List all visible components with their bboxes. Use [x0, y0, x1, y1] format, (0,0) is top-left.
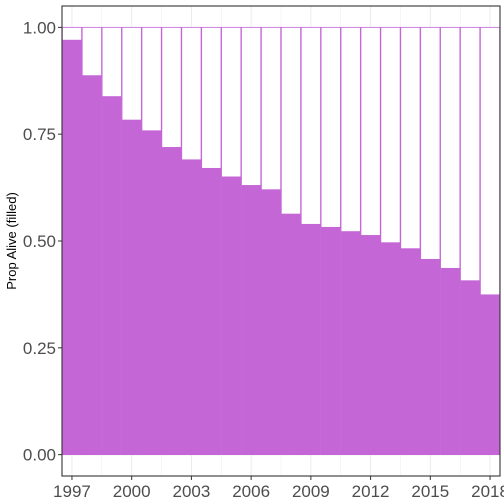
bar-unfilled	[280, 26, 302, 215]
bar-unfilled	[460, 26, 481, 282]
bar-unfilled	[201, 26, 222, 169]
bar-filled	[181, 159, 202, 456]
y-tick-label: 0.25	[23, 339, 56, 358]
bar-unfilled	[101, 26, 122, 97]
x-tick-label: 2003	[172, 482, 210, 501]
bar-unfilled	[420, 26, 441, 260]
bar-filled	[300, 223, 321, 456]
bar-filled	[460, 280, 481, 456]
bar-unfilled	[81, 26, 102, 77]
x-tick-label: 2012	[352, 482, 390, 501]
y-tick-label: 0.50	[23, 232, 56, 251]
bar-unfilled	[221, 26, 242, 178]
bars	[61, 26, 501, 456]
bar-filled	[340, 231, 361, 456]
bar-unfilled	[340, 26, 361, 232]
bar-unfilled	[161, 26, 182, 148]
bar-unfilled	[360, 26, 381, 236]
x-tick-label: 2006	[232, 482, 270, 501]
x-tick-label: 2000	[113, 482, 151, 501]
bar-unfilled	[241, 26, 262, 186]
x-tick-label: 1997	[53, 482, 91, 501]
bar-filled	[320, 226, 341, 456]
bar-filled	[479, 294, 501, 456]
y-axis: 0.00 0.25 0.50 0.75 1.00	[23, 18, 62, 465]
bar-filled	[221, 176, 242, 456]
bar-unfilled	[181, 26, 202, 161]
bar-unfilled	[61, 26, 83, 41]
y-tick-label: 1.00	[23, 18, 56, 37]
x-axis: 1997 2000 2003 2006 2009 2012 2015 2018	[53, 476, 504, 501]
bar-filled	[61, 39, 83, 456]
bar-filled	[440, 267, 461, 456]
bar-filled	[260, 189, 282, 456]
bar-filled	[161, 147, 182, 456]
bar-filled	[81, 75, 102, 456]
bar-unfilled	[141, 26, 162, 132]
bar-unfilled	[440, 26, 461, 269]
bar-filled	[420, 258, 441, 456]
bar-unfilled	[479, 26, 501, 296]
bar-unfilled	[380, 26, 401, 244]
y-axis-title: Prop Alive (filled)	[4, 192, 19, 290]
bar-filled	[141, 130, 162, 456]
x-tick-label: 2018	[471, 482, 504, 501]
bar-unfilled	[121, 26, 142, 121]
bar-filled	[400, 248, 421, 456]
bar-unfilled	[400, 26, 421, 250]
bar-unfilled	[300, 26, 321, 225]
bar-filled	[101, 96, 122, 456]
x-tick-label: 2015	[411, 482, 449, 501]
x-tick-label: 2009	[292, 482, 330, 501]
y-tick-label: 0.00	[23, 446, 56, 465]
bar-filled	[380, 242, 401, 456]
bar-filled	[121, 119, 142, 456]
bar-filled	[360, 235, 381, 456]
bar-filled	[201, 167, 222, 456]
bar-unfilled	[320, 26, 341, 228]
bar-filled	[241, 185, 262, 456]
bar-filled	[280, 213, 302, 456]
bar-unfilled	[260, 26, 282, 191]
y-tick-label: 0.75	[23, 125, 56, 144]
